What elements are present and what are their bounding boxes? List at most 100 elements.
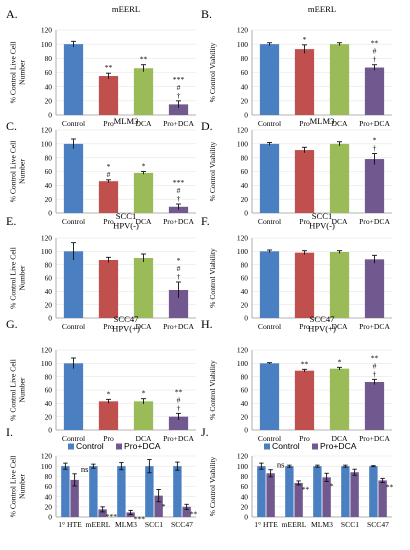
bar — [182, 506, 191, 517]
chart-title: MLM3 — [114, 116, 139, 126]
bar — [266, 473, 275, 517]
x-tick-label: DCA — [135, 217, 152, 226]
significance-marker: *** — [173, 75, 185, 84]
y-axis-label: % Control Viability — [208, 141, 217, 201]
x-tick-label: Pro — [299, 217, 310, 226]
x-tick-label: DCA — [331, 322, 348, 331]
x-tick-label: Control — [62, 434, 85, 443]
x-tick-label: DCA — [331, 434, 348, 443]
x-tick-label: SCC47 — [367, 520, 389, 529]
y-tick-label: 20 — [241, 96, 249, 105]
y-tick-label: 20 — [45, 502, 53, 511]
x-tick-label: DCA — [331, 217, 348, 226]
significance-marker: * — [177, 256, 181, 265]
bar — [168, 104, 189, 115]
y-tick-label: 20 — [241, 412, 249, 421]
x-tick-label: Control — [258, 217, 281, 226]
legend-label: Control — [272, 441, 300, 451]
x-tick-label: MLM3 — [311, 520, 333, 529]
panel-letter: B. — [201, 7, 212, 21]
y-tick-label: 60 — [241, 386, 249, 395]
y-axis-label: % Control Live Cell — [9, 359, 18, 421]
legend-label: Pro+DCA — [124, 441, 161, 451]
bar — [329, 252, 350, 318]
x-tick-label: Pro+DCA — [359, 119, 390, 128]
bar — [133, 68, 154, 115]
bar — [369, 466, 378, 517]
y-tick-label: 80 — [45, 153, 53, 162]
y-tick-label: 120 — [237, 26, 248, 35]
chart-title: HPV(+) — [308, 324, 336, 334]
bar — [145, 466, 154, 517]
chart-title: SCC47 — [114, 314, 140, 324]
chart-panel-b: B. mEERL 0 20 40 60 80 100 120 % Control Viabilit… — [201, 4, 392, 128]
y-axis-label: % Control Live Cell — [9, 247, 18, 309]
y-tick-label: 60 — [241, 274, 249, 283]
y-tick-label: 60 — [241, 68, 249, 77]
panel-letter: J. — [201, 425, 209, 439]
legend-swatch — [264, 443, 270, 450]
significance-marker: * — [303, 35, 307, 44]
y-tick-label: 40 — [241, 287, 249, 296]
chart-title: SCC1 — [312, 211, 333, 221]
y-tick-label: 20 — [241, 195, 249, 204]
x-tick-label: Pro — [299, 322, 310, 331]
y-tick-label: 100 — [41, 139, 52, 148]
y-tick-label: 60 — [241, 167, 249, 176]
bar — [329, 143, 350, 213]
y-tick-label: 80 — [45, 54, 53, 63]
y-axis-label: % Control Viability — [208, 360, 217, 420]
bar — [133, 258, 154, 318]
bar — [313, 466, 322, 517]
x-tick-label: Control — [62, 217, 85, 226]
y-tick-label: 120 — [237, 346, 248, 355]
panel-letter: H. — [201, 317, 213, 331]
significance-marker: * — [330, 481, 334, 490]
x-tick-label: Control — [258, 119, 281, 128]
bar — [133, 401, 154, 430]
y-tick-label: 120 — [237, 234, 248, 243]
x-tick-label: Pro+DCA — [163, 217, 194, 226]
y-tick-label: 20 — [241, 300, 249, 309]
panel-letter: C. — [6, 119, 17, 133]
legend-swatch — [68, 443, 74, 450]
significance-marker: † — [373, 369, 377, 378]
significance-marker: † — [177, 272, 181, 281]
x-tick-label: Pro+DCA — [359, 434, 390, 443]
x-tick-label: Pro+DCA — [163, 434, 194, 443]
bar — [259, 251, 280, 318]
y-tick-label: 0 — [48, 314, 52, 323]
chart-title: HPV(-) — [309, 221, 335, 231]
y-tick-label: 100 — [237, 40, 248, 49]
panel-letter: D. — [201, 119, 213, 133]
y-tick-label: 60 — [45, 167, 53, 176]
significance-marker: † — [373, 55, 377, 64]
significance-marker: ** — [302, 485, 310, 494]
y-axis-label: Number — [18, 377, 27, 402]
significance-marker: * — [142, 389, 146, 398]
x-tick-label: Pro+DCA — [163, 322, 194, 331]
significance-marker: † — [373, 144, 377, 153]
y-tick-label: 100 — [237, 247, 248, 256]
bar — [168, 416, 189, 430]
chart-title: mEERL — [308, 4, 336, 14]
bar — [63, 143, 84, 213]
significance-marker: # — [177, 186, 181, 195]
significance-marker: ** — [190, 509, 198, 518]
chart-title: HPV(+) — [112, 324, 140, 334]
x-tick-label: Pro — [103, 119, 114, 128]
y-tick-label: 0 — [244, 513, 248, 522]
significance-marker: # — [177, 395, 181, 404]
y-tick-label: 60 — [45, 274, 53, 283]
chart-title: mEERL — [112, 4, 140, 14]
x-tick-label: Control — [62, 322, 85, 331]
panel-letter: E. — [6, 214, 16, 228]
legend-label: Pro+DCA — [320, 441, 357, 451]
y-tick-label: 80 — [45, 472, 53, 481]
x-tick-label: DCA — [135, 434, 152, 443]
bar — [173, 466, 182, 517]
significance-marker: # — [373, 361, 377, 370]
